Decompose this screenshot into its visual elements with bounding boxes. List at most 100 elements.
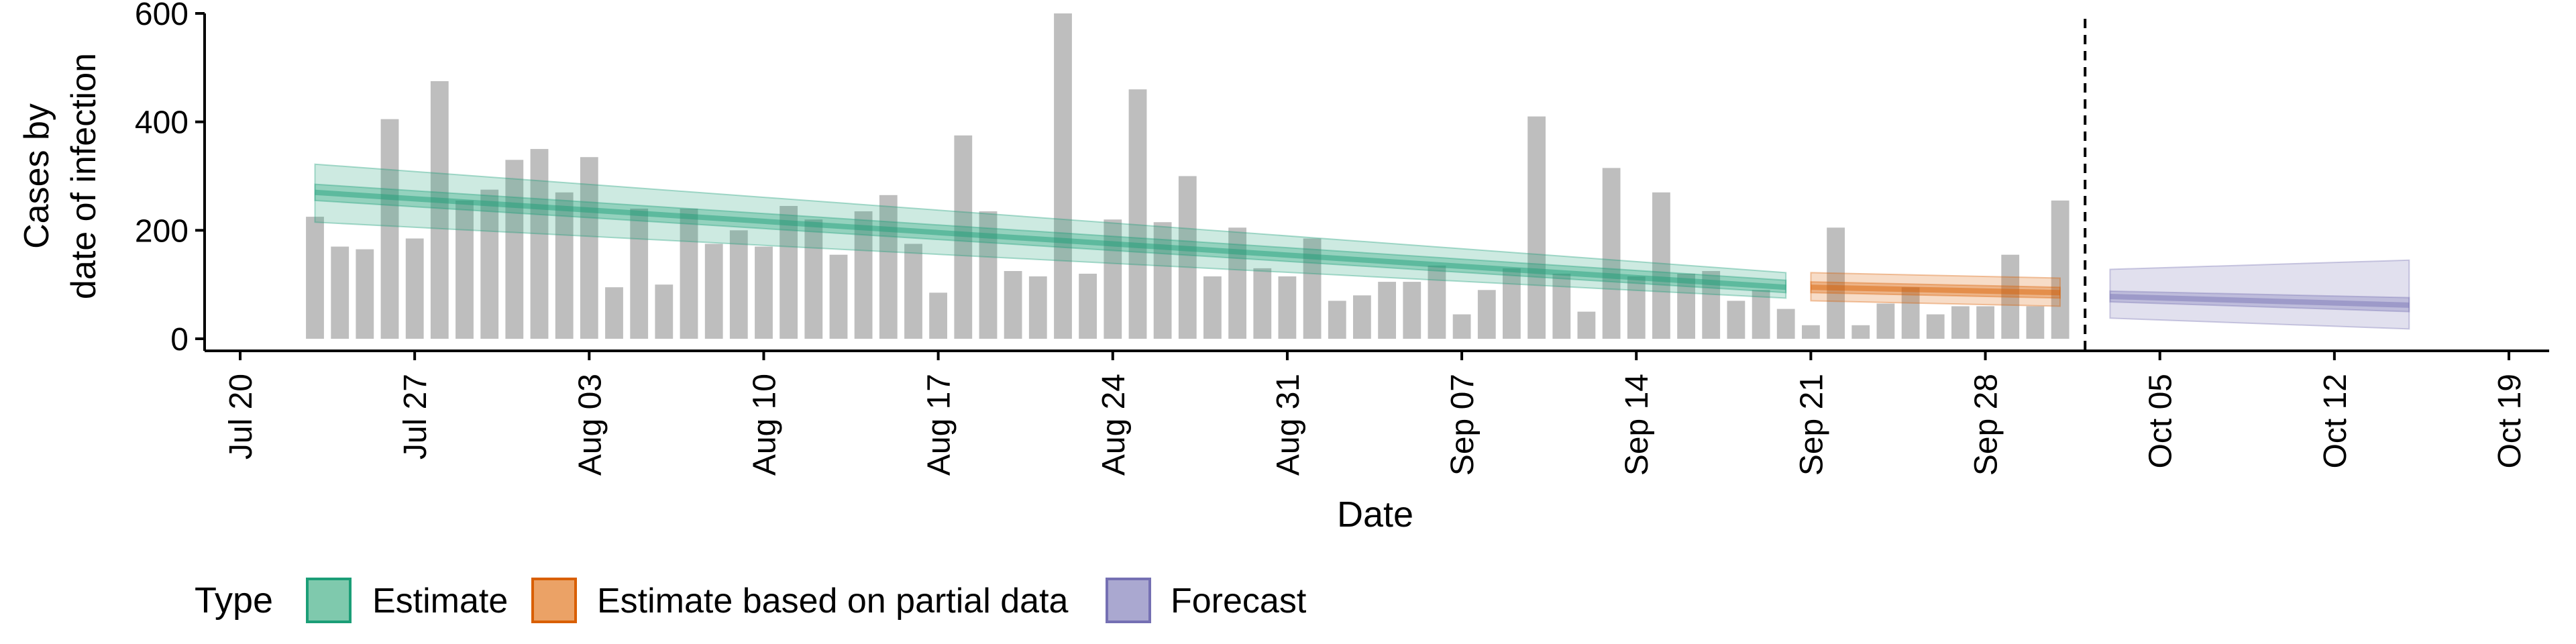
bar [1876, 303, 1895, 339]
bar [1428, 265, 1446, 339]
bar [904, 244, 922, 339]
bar [380, 119, 399, 339]
bar [1278, 276, 1297, 339]
x-tick-label: Oct 19 [2492, 374, 2528, 468]
median-line [1811, 284, 2061, 296]
bar [1452, 314, 1471, 339]
axes: 0 200 400 600 Jul 20 Jul 27 Aug 03 Aug 10 Aug 17… [135, 0, 2549, 476]
bar [1901, 287, 1920, 339]
bar [1503, 268, 1521, 339]
bar [480, 189, 499, 339]
bar [1827, 227, 1845, 339]
x-tick-label: Aug 03 [572, 374, 608, 476]
x-tick-label: Aug 17 [922, 374, 957, 476]
bar [954, 135, 973, 339]
median-line [315, 189, 1786, 290]
bar [1303, 238, 1322, 339]
bar [1403, 282, 1421, 339]
x-tick-label: Oct 12 [2318, 374, 2353, 468]
bar [680, 209, 698, 339]
bar [729, 230, 748, 339]
x-tick-label: Aug 24 [1096, 374, 1132, 476]
bar [1079, 274, 1097, 339]
bar [430, 81, 449, 339]
bar [1752, 290, 1770, 339]
x-tick-label: Oct 05 [2143, 374, 2179, 468]
legend-key-partial [531, 578, 577, 623]
median-line [2110, 293, 2410, 308]
bar [356, 249, 374, 339]
y-tick-label: 200 [135, 213, 189, 249]
bar [2026, 306, 2045, 339]
legend-label-partial: Estimate based on partial data [597, 582, 1069, 621]
bar [1104, 219, 1122, 339]
x-axis-title: Date [1337, 494, 1413, 535]
y-tick-label: 400 [135, 105, 189, 141]
bar [1527, 116, 1546, 339]
bar [1178, 176, 1197, 339]
bar [1851, 325, 1870, 339]
bar [755, 246, 773, 339]
bar [1776, 309, 1795, 339]
bar [1951, 306, 1970, 339]
bar [1153, 222, 1172, 339]
x-tick-label: Sep 14 [1619, 374, 1655, 476]
bar [1702, 271, 1721, 339]
bar [1652, 192, 1670, 339]
bar [1328, 301, 1346, 339]
legend: Type Estimate Estimate based on partial … [195, 578, 1307, 623]
bar [1802, 325, 1820, 339]
bar [530, 149, 549, 339]
bar [505, 160, 524, 339]
y-axis-title-line-1: Cases by [17, 103, 56, 249]
bar [405, 238, 424, 339]
inner-credible-band [2109, 290, 2410, 313]
legend-key-forecast [1106, 578, 1151, 623]
y-tick-label: 0 [170, 322, 189, 358]
bar [704, 244, 723, 339]
legend-key-estimate [306, 578, 352, 623]
x-tick-label: Sep 07 [1445, 374, 1481, 476]
bar [1203, 276, 1222, 339]
legend-label-forecast: Forecast [1171, 582, 1307, 621]
bar [2051, 200, 2070, 339]
outer-credible-band [1810, 272, 2061, 307]
bar [1602, 168, 1621, 339]
inner-credible-band [314, 183, 1787, 294]
bar [1677, 274, 1695, 339]
bar [854, 211, 873, 339]
inner-credible-band [1810, 281, 2061, 299]
bar [1627, 276, 1646, 339]
y-tick-label: 600 [135, 0, 189, 32]
bar [804, 219, 823, 339]
bar [1926, 314, 1945, 339]
bar [1128, 89, 1147, 339]
bar [1054, 13, 1072, 339]
y-axis-title-line-2: date of infection [64, 53, 103, 299]
bar [630, 209, 649, 339]
legend-label-estimate: Estimate [372, 582, 508, 621]
bar [1253, 268, 1272, 339]
bar [1378, 282, 1396, 339]
x-tick-label: Aug 10 [747, 374, 782, 476]
bar [1477, 290, 1496, 339]
bar [879, 195, 898, 339]
bar [929, 292, 947, 339]
bar [1353, 295, 1371, 339]
x-tick-label: Jul 20 [223, 374, 259, 460]
bar [455, 200, 474, 339]
bar [1028, 276, 1047, 339]
bar [605, 287, 623, 339]
bar [306, 217, 324, 339]
ribbons [314, 163, 2410, 330]
bars [306, 13, 2070, 339]
bar [1577, 311, 1596, 339]
x-tick-label: Sep 21 [1794, 374, 1829, 476]
bar [1552, 274, 1571, 339]
bar [1228, 227, 1246, 339]
bar [829, 254, 848, 339]
bar [655, 284, 674, 339]
bar [580, 157, 598, 339]
bar [1976, 306, 1994, 339]
